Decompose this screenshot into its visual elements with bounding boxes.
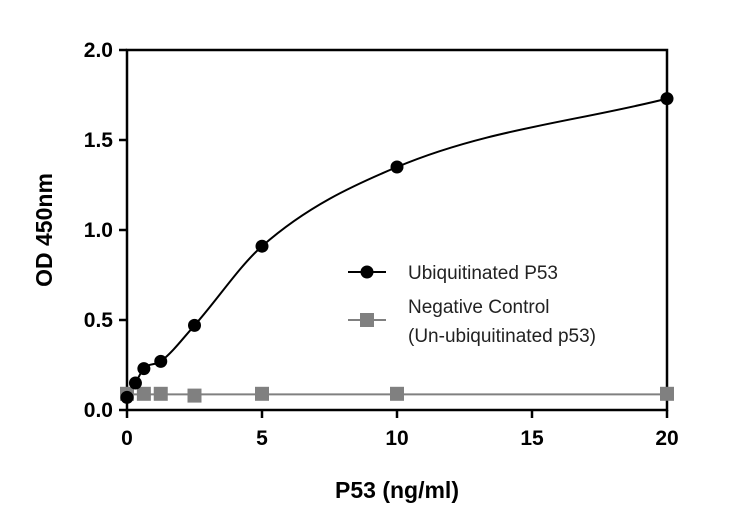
legend-marker-negative-control xyxy=(360,313,374,327)
y-tick-label: 0.5 xyxy=(84,309,114,332)
x-tick-label: 10 xyxy=(385,427,408,450)
series-group xyxy=(120,92,674,404)
legend-label-negative-control-line1: Negative Control xyxy=(408,297,550,318)
x-axis-title: P53 (ng/ml) xyxy=(335,477,459,503)
plot-frame xyxy=(125,48,669,412)
point-ubiquitinated xyxy=(188,318,201,332)
y-tick-label: 0.0 xyxy=(84,399,113,422)
y-tick-label: 1.0 xyxy=(84,219,113,242)
point-ubiquitinated xyxy=(154,354,168,368)
ticks: 0 5 10 15 20 0.0 0.5 1.0 1.5 2.0 xyxy=(84,39,679,450)
point-negative-control xyxy=(390,386,404,401)
point-ubiquitinated xyxy=(120,390,134,404)
x-tick-label: 15 xyxy=(520,427,544,450)
legend-marker-ubiquitinated xyxy=(360,265,374,279)
y-tick-label: 2.0 xyxy=(84,39,113,62)
legend-label-ubiquitinated: Ubiquitinated P53 xyxy=(408,263,558,284)
point-negative-control xyxy=(255,386,269,401)
axes xyxy=(125,48,669,412)
legend: Ubiquitinated P53 Negative Control (Un-ubi… xyxy=(348,263,596,347)
y-tick-label: 1.5 xyxy=(84,129,114,152)
legend-label-negative-control-line2: (Un-ubiquitinated p53) xyxy=(408,326,596,347)
point-ubiquitinated xyxy=(390,160,404,174)
point-negative-control xyxy=(153,386,168,401)
x-tick-label: 5 xyxy=(256,427,268,450)
y-axis-title: OD 450nm xyxy=(31,173,57,287)
point-negative-control xyxy=(660,386,674,401)
point-ubiquitinated xyxy=(660,92,674,106)
x-tick-label: 0 xyxy=(121,427,133,450)
point-negative-control xyxy=(136,386,151,401)
point-ubiquitinated xyxy=(255,239,269,253)
series-ubiquitinated-curve xyxy=(126,97,668,398)
point-ubiquitinated xyxy=(137,362,151,376)
x-tick-label: 20 xyxy=(655,427,678,450)
point-negative-control xyxy=(187,388,202,403)
point-ubiquitinated xyxy=(128,376,142,390)
